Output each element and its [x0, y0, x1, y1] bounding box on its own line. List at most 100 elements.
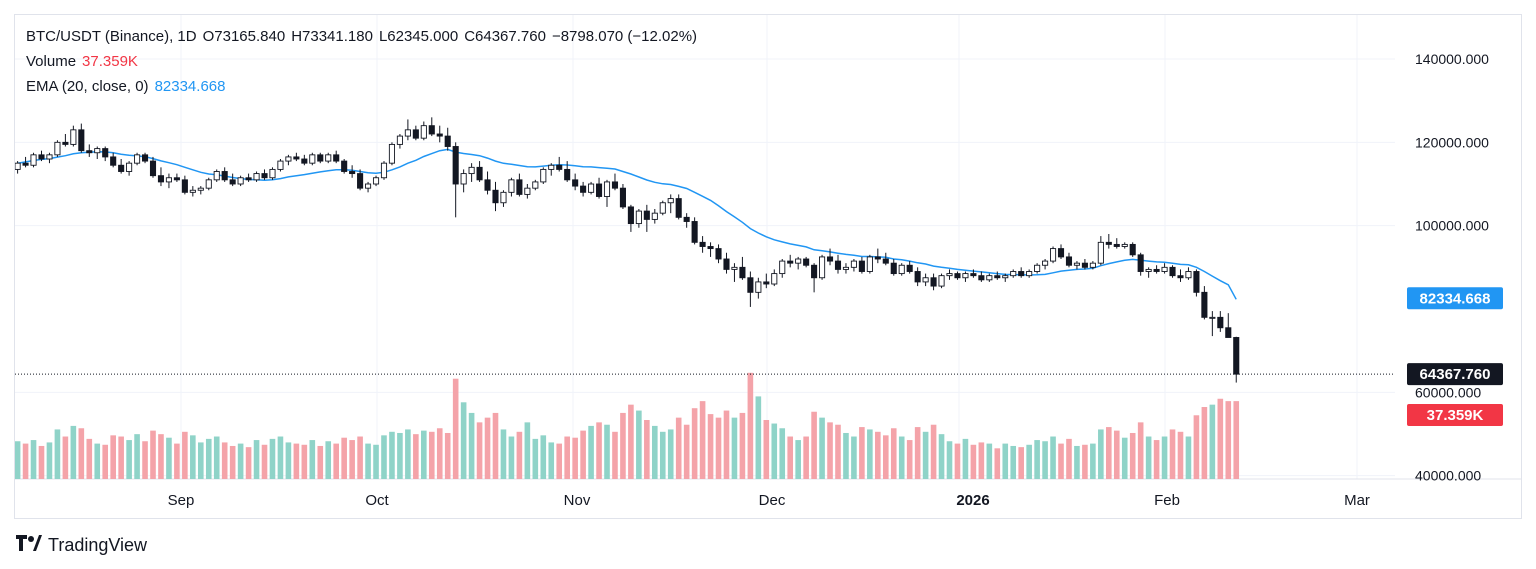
candle — [444, 127, 451, 151]
candle-body — [572, 179, 579, 187]
candle — [906, 261, 913, 274]
volume-bar — [452, 378, 459, 479]
volume-bar — [62, 436, 69, 479]
volume-bar — [620, 412, 626, 479]
candle-body — [914, 271, 921, 283]
volume-bar — [86, 438, 93, 479]
volume-bar — [1106, 427, 1112, 479]
candle-body — [165, 177, 172, 183]
candle — [15, 161, 21, 174]
candle-body — [930, 277, 937, 287]
legend-ema-label[interactable]: EMA (20, close, 0) — [26, 78, 149, 95]
candle-body — [221, 171, 228, 181]
candle-body — [380, 162, 388, 179]
candle-body — [1089, 262, 1096, 268]
candle — [22, 156, 29, 168]
candle-body — [70, 129, 77, 145]
volume-bar — [628, 404, 634, 479]
candle — [540, 167, 547, 185]
candle — [795, 256, 802, 270]
candle — [1153, 265, 1160, 274]
candle — [309, 152, 316, 166]
legend-volume-label[interactable]: Volume — [26, 53, 77, 70]
candle — [205, 177, 212, 191]
volume-bar — [1066, 438, 1072, 479]
volume-bar — [1137, 422, 1144, 479]
candle — [619, 184, 626, 210]
candle-body — [699, 241, 706, 247]
candle — [197, 186, 204, 195]
candle-body — [205, 179, 212, 189]
volume-bar — [636, 410, 642, 479]
volume-bar — [1201, 407, 1208, 479]
candle — [811, 263, 818, 293]
volume-bar — [213, 436, 220, 479]
volume-bar — [1002, 443, 1009, 479]
candle — [994, 271, 1001, 280]
candle-body — [86, 150, 93, 154]
volume-bar — [46, 442, 53, 479]
candle — [460, 169, 467, 193]
candle — [325, 152, 332, 164]
candle — [986, 273, 993, 282]
candle — [484, 171, 491, 195]
candle-body — [1026, 271, 1033, 277]
candle — [938, 273, 945, 289]
candle-body — [1049, 248, 1057, 262]
volume-bar — [787, 436, 794, 479]
candle-body — [556, 164, 563, 170]
volume-bar — [94, 443, 101, 479]
candle-body — [954, 273, 961, 279]
candle — [1137, 252, 1144, 276]
volume-bar — [397, 432, 403, 479]
candle-body — [317, 154, 324, 162]
candle — [675, 194, 682, 220]
candle — [667, 194, 674, 214]
candle — [380, 161, 388, 180]
candle-body — [580, 185, 587, 193]
candle — [181, 175, 188, 195]
candle — [269, 167, 276, 180]
candle-body — [898, 264, 905, 275]
candle — [1185, 267, 1192, 280]
volume-bar — [413, 434, 419, 479]
candle-body — [1065, 256, 1073, 266]
candle — [500, 190, 507, 207]
candle — [930, 273, 937, 291]
candle-body — [110, 156, 117, 166]
legend-symbol[interactable]: BTC/USDT (Binance), 1D — [26, 28, 197, 45]
candle — [787, 254, 794, 268]
volume-bar — [835, 424, 841, 479]
candle-body — [102, 148, 109, 158]
volume-bar — [811, 411, 817, 479]
tradingview-logo[interactable]: TradingView — [16, 534, 147, 557]
volume-bar — [118, 436, 124, 479]
volume-bar — [699, 401, 706, 479]
candle — [1065, 252, 1073, 268]
volume-bar — [604, 424, 610, 479]
candle — [94, 146, 101, 160]
candle — [54, 140, 61, 157]
legend-change: −8798.070 (−12.02%) — [551, 28, 698, 45]
candle — [922, 273, 929, 287]
candle-body — [548, 164, 555, 170]
candle-body — [396, 135, 403, 145]
candlestick-chart[interactable]: 140000.000 120000.000 100000.000 60000.000 4… — [15, 15, 1521, 518]
candle — [635, 209, 642, 228]
volume-bar — [532, 438, 539, 479]
candle — [189, 186, 196, 197]
candle-body — [1010, 271, 1017, 277]
candle — [476, 161, 483, 182]
volume-bar — [1074, 445, 1080, 479]
candle-body — [826, 256, 834, 262]
ema-price-badge-bg — [1407, 287, 1503, 310]
volume-bar — [70, 425, 77, 479]
candle-body — [181, 179, 188, 193]
candle-body — [675, 198, 682, 218]
volume-bar — [675, 417, 682, 479]
volume-bar — [1050, 436, 1056, 479]
candle-body — [293, 156, 300, 160]
legend-symbol-row: BTC/USDT (Binance), 1D O73165.840 H73341.1… — [26, 28, 703, 46]
price-axis-label: 40000.000 — [1415, 468, 1481, 484]
candle — [779, 259, 786, 278]
